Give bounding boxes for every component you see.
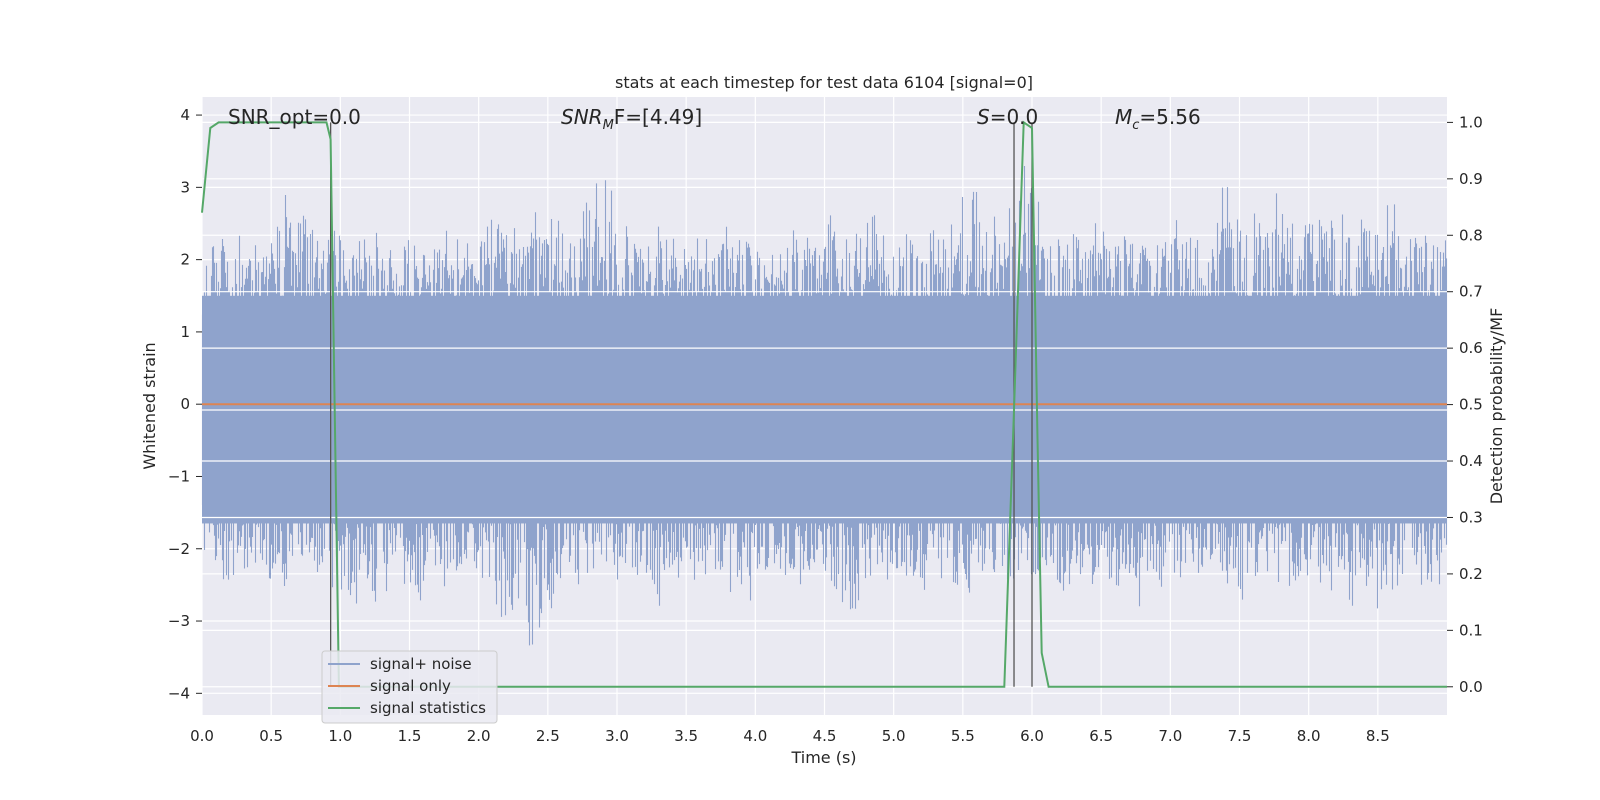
y2-tick-label: 0.9 bbox=[1459, 170, 1483, 188]
snr-mf-main: SNR bbox=[561, 105, 603, 129]
snr-mf-rest: F=[4.49] bbox=[614, 105, 702, 129]
y-tick-label: 3 bbox=[180, 178, 190, 196]
x-axis-label: Time (s) bbox=[790, 748, 856, 767]
chart-title: stats at each timestep for test data 610… bbox=[615, 73, 1033, 92]
x-tick-label: 5.0 bbox=[882, 727, 906, 745]
y2-tick-label: 0.2 bbox=[1459, 565, 1483, 583]
y-tick-label: 0 bbox=[180, 395, 190, 413]
y2-tick-label: 0.4 bbox=[1459, 452, 1483, 470]
x-tick-label: 2.0 bbox=[467, 727, 491, 745]
y-axis-label: Whitened strain bbox=[140, 342, 159, 469]
x-tick-label: 4.5 bbox=[813, 727, 837, 745]
y-tick-label: 4 bbox=[180, 106, 190, 124]
y2-tick-label: 0.3 bbox=[1459, 508, 1483, 526]
x-tick-label: 3.0 bbox=[605, 727, 629, 745]
x-tick-label: 8.5 bbox=[1366, 727, 1390, 745]
x-axis-ticks: 0.0 0.5 1.0 1.5 2.0 2.5 3.0 3.5 4.0 4.5 5.0 5.5 6.0 6… bbox=[190, 727, 1390, 745]
y-tick-label: 1 bbox=[180, 323, 190, 341]
x-tick-label: 0.5 bbox=[259, 727, 283, 745]
x-tick-label: 3.5 bbox=[674, 727, 698, 745]
y-tick-label: −2 bbox=[168, 540, 190, 558]
y-tick-label: −3 bbox=[168, 612, 190, 630]
x-tick-label: 1.0 bbox=[328, 727, 352, 745]
annotation-snr-opt: SNR_opt=0.0 bbox=[228, 105, 361, 129]
legend-box bbox=[321, 650, 498, 724]
x-tick-label: 7.5 bbox=[1228, 727, 1252, 745]
s-rest: =0.0 bbox=[990, 105, 1039, 129]
legend-label-noise: signal+ noise bbox=[370, 655, 472, 673]
legend-label-stats: signal statistics bbox=[370, 699, 486, 717]
x-tick-label: 2.5 bbox=[536, 727, 560, 745]
y-tick-label: 2 bbox=[180, 251, 190, 269]
y2-tick-label: 0.1 bbox=[1459, 621, 1483, 639]
y2-tick-label: 0.5 bbox=[1459, 396, 1483, 414]
x-tick-label: 5.5 bbox=[951, 727, 975, 745]
y2-axis-label: Detection probability/MF bbox=[1487, 308, 1506, 505]
x-tick-label: 8.0 bbox=[1297, 727, 1321, 745]
s-main: S bbox=[977, 105, 990, 129]
annotation-snr-mf: SNRMF=[4.49] bbox=[561, 105, 702, 133]
legend-label-signal: signal only bbox=[370, 677, 451, 695]
x-tick-label: 1.5 bbox=[398, 727, 422, 745]
y-axis-ticks: 4 3 2 1 0 −1 −2 −3 −4 bbox=[168, 106, 202, 702]
x-tick-label: 7.0 bbox=[1158, 727, 1182, 745]
annotation-mc: Mc=5.56 bbox=[1115, 105, 1201, 133]
snr-mf-sub: M bbox=[603, 118, 614, 133]
x-tick-label: 4.0 bbox=[743, 727, 767, 745]
x-tick-label: 0.0 bbox=[190, 727, 214, 745]
mc-rest: =5.56 bbox=[1139, 105, 1200, 129]
y2-tick-label: 0.8 bbox=[1459, 226, 1483, 244]
y2-tick-label: 0.0 bbox=[1459, 678, 1483, 696]
y2-tick-label: 0.7 bbox=[1459, 283, 1483, 301]
y-tick-label: −4 bbox=[168, 684, 190, 702]
y-tick-label: −1 bbox=[168, 467, 190, 485]
y2-tick-label: 0.6 bbox=[1459, 339, 1483, 357]
mc-sub: c bbox=[1132, 118, 1139, 133]
mc-main: M bbox=[1115, 105, 1132, 129]
signal-statistics-line bbox=[201, 120, 1447, 688]
legend: signal+ noise signal only signal statist… bbox=[321, 650, 498, 724]
y2-tick-label: 1.0 bbox=[1459, 113, 1483, 131]
signal-statistics-series bbox=[201, 120, 1447, 688]
signal-noise-series bbox=[201, 166, 1448, 646]
y2-axis-ticks: 1.0 0.9 0.8 0.7 0.6 0.5 0.4 0.3 0.2 0.1 0.0 bbox=[1447, 113, 1483, 696]
annotation-s: S=0.0 bbox=[977, 105, 1038, 129]
x-tick-label: 6.0 bbox=[1020, 727, 1044, 745]
x-tick-label: 6.5 bbox=[1089, 727, 1113, 745]
